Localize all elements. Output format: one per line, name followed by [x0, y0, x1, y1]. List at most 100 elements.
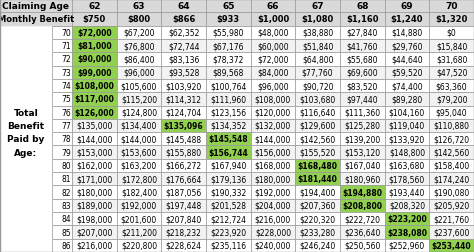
Bar [385, 186, 429, 199]
Bar [251, 159, 295, 172]
Text: $750: $750 [82, 15, 106, 24]
Bar [206, 172, 251, 186]
Text: $174,240: $174,240 [434, 175, 470, 183]
Text: $180,000: $180,000 [255, 175, 291, 183]
Bar [72, 159, 117, 172]
Text: $135,096: $135,096 [164, 121, 203, 131]
Text: $76,800: $76,800 [123, 42, 155, 51]
Bar [161, 0, 206, 13]
Text: $208,800: $208,800 [342, 201, 383, 210]
Text: $132,000: $132,000 [255, 121, 291, 131]
Bar [295, 80, 340, 93]
Text: $108,000: $108,000 [255, 95, 291, 104]
Bar [385, 80, 429, 93]
Text: $179,136: $179,136 [210, 175, 246, 183]
Bar [52, 106, 72, 119]
Text: $171,000: $171,000 [76, 175, 112, 183]
Text: $180,960: $180,960 [344, 175, 381, 183]
Text: $114,312: $114,312 [166, 95, 201, 104]
Text: $63,360: $63,360 [436, 82, 467, 91]
Text: $182,400: $182,400 [121, 188, 157, 197]
Bar [117, 53, 161, 66]
Text: $194,880: $194,880 [342, 188, 383, 197]
Text: 73: 73 [61, 69, 71, 77]
Text: 70: 70 [61, 29, 71, 38]
Bar [206, 80, 251, 93]
Text: $142,560: $142,560 [300, 135, 336, 144]
Bar [385, 226, 429, 239]
Bar [340, 13, 385, 26]
Text: $69,600: $69,600 [346, 69, 378, 77]
Bar [429, 80, 474, 93]
Text: 67: 67 [311, 2, 324, 11]
Text: $163,680: $163,680 [389, 161, 425, 170]
Text: $111,960: $111,960 [210, 95, 246, 104]
Bar [161, 53, 206, 66]
Bar [251, 0, 295, 13]
Bar [72, 0, 117, 13]
Text: $236,640: $236,640 [344, 228, 381, 237]
Bar [72, 66, 117, 80]
Text: $104,160: $104,160 [389, 108, 425, 117]
Text: $55,980: $55,980 [212, 29, 244, 38]
Text: $129,600: $129,600 [300, 121, 336, 131]
Text: 85: 85 [61, 228, 71, 237]
Bar [52, 40, 72, 53]
Bar [117, 186, 161, 199]
Text: $204,000: $204,000 [255, 201, 291, 210]
Text: $207,360: $207,360 [300, 201, 336, 210]
Text: $238,080: $238,080 [387, 228, 427, 237]
Bar [72, 53, 117, 66]
Text: 76: 76 [61, 108, 71, 117]
Text: $156,744: $156,744 [209, 148, 248, 157]
Bar [429, 13, 474, 26]
Text: $119,040: $119,040 [389, 121, 425, 131]
Bar [72, 146, 117, 159]
Text: $72,744: $72,744 [168, 42, 200, 51]
Bar [206, 186, 251, 199]
Bar [340, 106, 385, 119]
Bar [206, 119, 251, 133]
Bar [161, 212, 206, 226]
Text: $190,332: $190,332 [210, 188, 246, 197]
Bar [340, 199, 385, 212]
Bar [295, 66, 340, 80]
Bar [385, 93, 429, 106]
Bar [251, 106, 295, 119]
Bar [206, 199, 251, 212]
Bar [429, 133, 474, 146]
Text: $90,000: $90,000 [77, 55, 111, 64]
Bar [0, 172, 52, 186]
Text: $194,400: $194,400 [300, 188, 336, 197]
Bar [117, 119, 161, 133]
Text: $142,560: $142,560 [434, 148, 470, 157]
Bar [385, 13, 429, 26]
Text: $103,680: $103,680 [300, 95, 336, 104]
Text: $105,600: $105,600 [121, 82, 157, 91]
Text: $95,040: $95,040 [436, 108, 467, 117]
Text: $218,232: $218,232 [166, 228, 201, 237]
Text: $124,800: $124,800 [121, 108, 157, 117]
Bar [251, 80, 295, 93]
Bar [206, 133, 251, 146]
Text: $228,624: $228,624 [166, 241, 201, 250]
Text: $1,320: $1,320 [436, 15, 468, 24]
Text: Claiming Age: Claiming Age [2, 2, 70, 11]
Bar [72, 239, 117, 252]
Bar [161, 13, 206, 26]
Bar [340, 239, 385, 252]
Bar [72, 133, 117, 146]
Bar [117, 26, 161, 40]
Bar [0, 146, 52, 159]
Bar [206, 146, 251, 159]
Text: 65: 65 [222, 2, 235, 11]
Bar [251, 26, 295, 40]
Text: $133,920: $133,920 [389, 135, 425, 144]
Text: Monthly Benefit: Monthly Benefit [0, 15, 74, 24]
Bar [161, 66, 206, 80]
Text: $198,000: $198,000 [76, 214, 112, 223]
Text: $250,560: $250,560 [344, 241, 381, 250]
Bar [295, 239, 340, 252]
Text: $81,000: $81,000 [77, 42, 112, 51]
Text: $237,600: $237,600 [434, 228, 470, 237]
